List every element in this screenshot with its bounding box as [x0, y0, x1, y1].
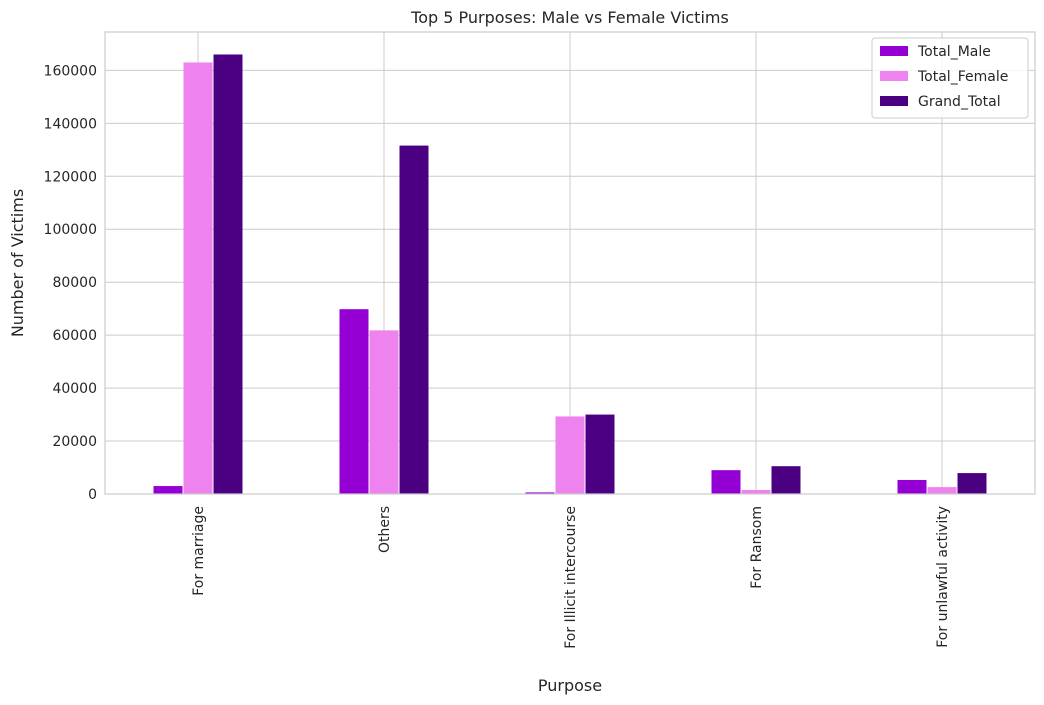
bar-total-female	[555, 416, 585, 494]
y-tick-label: 120000	[44, 169, 97, 185]
bar-grand-total	[399, 145, 429, 495]
bar-total-male	[711, 470, 741, 494]
bar-grand-total	[213, 54, 243, 494]
legend-swatch	[880, 71, 908, 81]
bar-total-female	[183, 62, 213, 494]
y-tick-label: 0	[88, 487, 97, 503]
legend-swatch	[880, 96, 908, 106]
grid	[105, 32, 1035, 495]
x-tick-label: For unlawful activity	[935, 506, 951, 648]
x-tick-label: For Ransom	[749, 506, 765, 589]
bar-total-male	[897, 479, 927, 494]
legend-label: Total_Male	[917, 44, 991, 60]
bar-grand-total	[957, 473, 987, 494]
legend-swatch	[880, 46, 908, 56]
legend-label: Total_Female	[917, 69, 1008, 85]
chart-title: Top 5 Purposes: Male vs Female Victims	[410, 8, 729, 27]
x-axis-label: Purpose	[538, 676, 602, 695]
bar-total-female	[369, 330, 399, 494]
bar-grand-total	[585, 414, 615, 494]
y-tick-label: 80000	[52, 275, 97, 291]
legend: Total_Male Total_Female Grand_Total	[871, 37, 1029, 119]
y-tick-label: 140000	[44, 116, 97, 132]
legend-label: Grand_Total	[918, 94, 1001, 110]
y-tick-label: 100000	[44, 222, 97, 238]
bar-total-male	[525, 492, 555, 494]
y-tick-label: 160000	[44, 63, 97, 79]
bar-grand-total	[771, 466, 801, 494]
bars	[153, 54, 987, 495]
bar-total-female	[927, 487, 957, 494]
x-tick-label: Others	[377, 506, 393, 553]
bar-total-male	[339, 309, 369, 494]
y-axis-label: Number of Victims	[8, 189, 27, 337]
x-tick-label: For marriage	[191, 506, 207, 596]
y-tick-label: 20000	[52, 434, 97, 450]
bar-total-female	[741, 490, 771, 494]
x-tick-label: For Illicit intercourse	[563, 506, 579, 649]
x-axis-ticks: For marriage Others For Illicit intercours…	[191, 506, 951, 649]
plot-frame	[104, 31, 1036, 495]
y-tick-label: 60000	[52, 328, 97, 344]
bar-total-male	[153, 486, 183, 494]
y-axis-ticks: 0 20000 40000 60000 80000 100000 120000 140000 1…	[44, 63, 97, 503]
legend-box	[871, 37, 1029, 119]
y-tick-label: 40000	[52, 381, 97, 397]
